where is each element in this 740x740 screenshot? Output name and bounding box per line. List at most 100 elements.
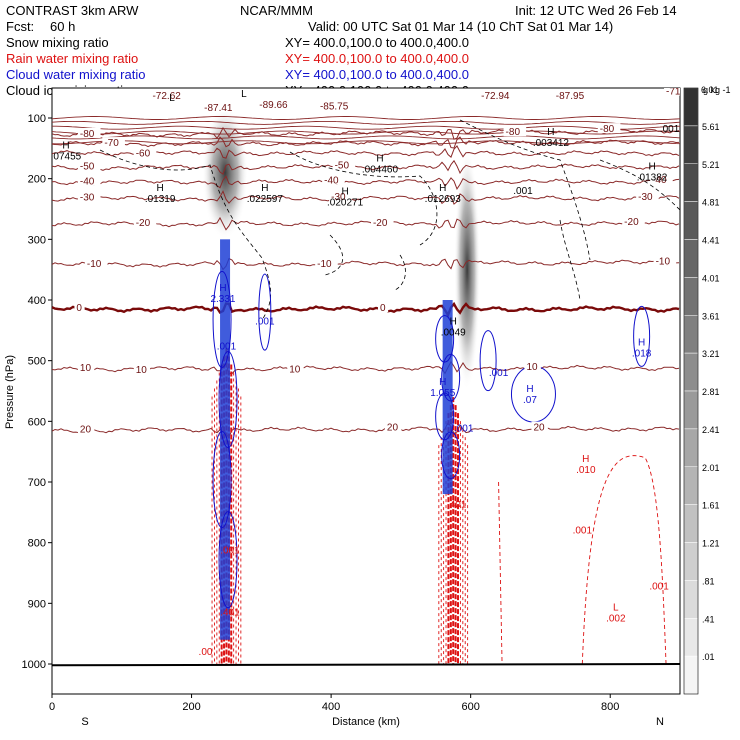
- extremum-marker: H: [376, 154, 383, 165]
- temperature-label-bg: [329, 191, 352, 202]
- temperature-label: -80: [600, 124, 615, 135]
- colorbar-swatch: [683, 504, 699, 543]
- temperature-contour--60: [52, 145, 680, 159]
- colorbar-swatch: [683, 428, 699, 467]
- temperature-label-bg: [524, 360, 541, 371]
- temperature-label-bg: [287, 363, 304, 374]
- south-label: S: [81, 716, 88, 728]
- temperature-label: 20: [80, 424, 92, 435]
- extremum-marker: H: [62, 140, 69, 151]
- contour-label: .001: [573, 526, 593, 537]
- extremum-value: .012693: [425, 194, 462, 205]
- north-label: N: [656, 716, 664, 728]
- extremum-value: .01319: [145, 194, 176, 205]
- cloud-water-contour: [218, 511, 238, 609]
- colorbar-label: 2.01: [702, 463, 720, 473]
- temperature-label-bg: [664, 88, 680, 96]
- fcst-label: Fcst:: [6, 19, 34, 34]
- extremum-value: .07: [523, 395, 537, 406]
- extremum-value: 2.331: [210, 294, 235, 305]
- extremum-marker: H: [648, 162, 655, 173]
- temperature-label-bg: [553, 89, 595, 100]
- fcst-value: 60 h: [50, 19, 75, 34]
- temperature-label: 20: [387, 423, 399, 434]
- init-time: Init: 12 UTC Wed 26 Feb 14: [515, 3, 677, 18]
- temperature-label-bg: [84, 257, 108, 268]
- temperature-label: -50: [80, 162, 95, 173]
- temperature-label: 10: [526, 362, 538, 373]
- extremum-marker: L: [613, 603, 619, 614]
- colorbar-swatch: [683, 352, 699, 392]
- temperature-label-bg: [377, 302, 389, 313]
- colorbar-swatch: [683, 542, 699, 581]
- model-title: CONTRAST 3km ARW: [6, 3, 139, 18]
- colorbar-swatch: [683, 277, 699, 316]
- temperature-label: -40: [652, 175, 667, 186]
- legend-entry-name: Rain water mixing ratio: [6, 51, 138, 66]
- y-tick-label: 800: [28, 538, 46, 550]
- temperature-label-bg: [202, 101, 244, 112]
- extremum-value: .018: [632, 349, 652, 360]
- temperature-label: -50: [335, 161, 350, 172]
- temperature-label-bg: [102, 137, 125, 148]
- colorbar-label: 3.21: [702, 349, 720, 359]
- temperature-label-bg: [77, 423, 95, 434]
- colorbar-swatch: [683, 390, 699, 430]
- x-tick-label: 0: [49, 701, 55, 713]
- extremum-marker: H: [261, 183, 268, 194]
- extremum-marker: L: [241, 89, 247, 100]
- upper-temperature-contour: [52, 120, 680, 125]
- extremum-value: .020271: [327, 197, 364, 208]
- temperature-label: 10: [289, 364, 301, 375]
- colorbar-swatch: [683, 580, 699, 619]
- plot-frame: [51, 87, 681, 695]
- contour-label: .001: [489, 368, 509, 379]
- cloud-water-contour: [435, 392, 455, 441]
- contour-label: .001: [255, 316, 275, 327]
- contour-label: .401: [220, 607, 240, 618]
- colorbar-label: 1.21: [702, 539, 720, 549]
- snow-shading-1: [454, 148, 481, 391]
- extremum-marker: H: [341, 186, 348, 197]
- colorbar-label: 4.01: [702, 273, 720, 283]
- temperature-contour--30: [52, 190, 680, 205]
- temperature-label-bg: [77, 191, 101, 202]
- colorbar-frame: [683, 87, 699, 695]
- colorbar-label: 4.41: [702, 236, 720, 246]
- temperature-label: -30: [638, 192, 653, 203]
- extremum-marker: H: [439, 183, 446, 194]
- cloud-water-cell: [258, 273, 272, 351]
- extremum-value: 1.055: [430, 388, 455, 399]
- rain-water-contour: [498, 481, 503, 665]
- extremum-marker: H: [450, 316, 457, 327]
- temperature-label-bg: [653, 255, 677, 266]
- extremum-value: .004460: [362, 165, 399, 176]
- colorbar-swatch: [683, 618, 699, 657]
- temperature-label: -87.95: [556, 91, 585, 102]
- temperature-label: -10: [317, 259, 332, 270]
- extremum-value: .010: [576, 465, 596, 476]
- temperature-label-bg: [650, 174, 673, 185]
- extremum-value: .01382: [637, 173, 668, 184]
- colorbar-label: 5.61: [702, 122, 720, 132]
- colorbar: 5.61 5.21 4.81 4.41 4.01 3.61 3.21 2.81 2.41 2.01…: [683, 85, 731, 695]
- plot-area: -72.62 -87.41 -89.66 -85.75 -72.94 -87.95 -71.…: [51, 88, 680, 667]
- contour-label: .001: [454, 424, 474, 435]
- temperature-label: -80: [506, 127, 521, 138]
- contour-label: .00: [199, 647, 213, 658]
- legend-entry-xy: XY= 400.0,100.0 to 400.0,400.0: [285, 35, 469, 50]
- y-tick-label: 900: [28, 598, 46, 610]
- cloud-water-contour: [218, 350, 238, 449]
- extremum-value: .07455: [51, 151, 82, 162]
- org-label: NCAR/MMM: [240, 3, 313, 18]
- temperature-label: -85.75: [320, 102, 349, 113]
- contour-label: .001: [513, 186, 533, 197]
- y-tick-label: 100: [28, 113, 46, 125]
- temperature-label-bg: [479, 89, 521, 100]
- colorbar-unit-text: g kg -1: [703, 85, 731, 95]
- colorbar-swatch: [683, 201, 699, 240]
- cloud-water-core-0: [220, 239, 231, 640]
- temperature-label: -72.62: [152, 91, 181, 102]
